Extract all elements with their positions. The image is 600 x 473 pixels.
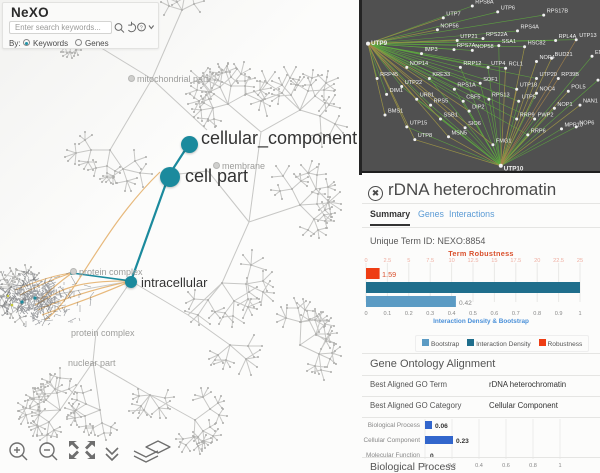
svg-text:12.5: 12.5 (468, 258, 479, 264)
svg-text:FMG1: FMG1 (496, 138, 512, 144)
svg-text:?: ? (140, 25, 143, 31)
svg-text:BUD21: BUD21 (555, 52, 573, 58)
svg-text:Biological Process: Biological Process (368, 422, 420, 429)
svg-text:0.9: 0.9 (555, 311, 563, 317)
svg-text:RPL4A: RPL4A (559, 34, 577, 40)
svg-text:NOP56: NOP56 (440, 23, 458, 29)
svg-text:SIO6: SIO6 (468, 121, 481, 127)
svg-text:15: 15 (491, 258, 497, 264)
svg-text:RPS13: RPS13 (492, 93, 510, 99)
svg-text:UTP4: UTP4 (491, 61, 505, 67)
svg-text:UTP10: UTP10 (504, 165, 524, 172)
svg-text:1: 1 (578, 311, 581, 317)
svg-text:2.5: 2.5 (384, 258, 392, 264)
svg-text:0.5: 0.5 (469, 311, 477, 317)
svg-text:0.4: 0.4 (448, 311, 456, 317)
svg-text:0.6: 0.6 (491, 311, 499, 317)
svg-text:RPS22A: RPS22A (486, 32, 508, 38)
svg-text:20: 20 (534, 258, 540, 264)
svg-text:UTP21: UTP21 (460, 34, 477, 40)
svg-text:0.2: 0.2 (405, 311, 413, 317)
svg-text:RPS5: RPS5 (434, 99, 449, 105)
svg-text:7.5: 7.5 (426, 258, 434, 264)
svg-text:0.7: 0.7 (512, 311, 520, 317)
svg-text:1.59: 1.59 (382, 270, 396, 279)
svg-text:POL5: POL5 (571, 85, 585, 91)
svg-text:RRP12: RRP12 (463, 61, 481, 67)
svg-text:0.8: 0.8 (529, 463, 537, 469)
svg-text:PWP2: PWP2 (538, 113, 554, 119)
svg-text:UTP13: UTP13 (579, 33, 596, 39)
svg-text:0.8: 0.8 (533, 311, 541, 317)
svg-text:0.06: 0.06 (435, 423, 448, 430)
svg-text:UTP9: UTP9 (371, 40, 388, 47)
svg-text:BMS1: BMS1 (388, 109, 403, 115)
svg-text:DIP2: DIP2 (472, 105, 484, 111)
svg-text:Cellular Component: Cellular Component (364, 437, 421, 444)
svg-text:RRP6: RRP6 (531, 128, 546, 134)
svg-text:0.42: 0.42 (459, 300, 472, 307)
svg-text:SOF1: SOF1 (483, 77, 498, 83)
svg-text:UR81: UR81 (420, 93, 434, 99)
svg-text:RPS1A: RPS1A (457, 83, 476, 89)
svg-text:17.5: 17.5 (510, 258, 521, 264)
svg-text:0.4: 0.4 (475, 463, 483, 469)
svg-text:RPS7A: RPS7A (457, 43, 476, 49)
svg-text:RPS17B: RPS17B (547, 9, 569, 15)
svg-text:1: 1 (558, 463, 561, 469)
svg-text:RRP45: RRP45 (380, 72, 398, 78)
svg-text:NOP6: NOP6 (579, 120, 594, 126)
svg-text:RRP9: RRP9 (520, 113, 535, 119)
svg-text:NOP4: NOP4 (540, 55, 555, 61)
svg-text:ENP1: ENP1 (595, 50, 600, 56)
svg-text:NAN1: NAN1 (583, 99, 598, 105)
svg-text:CBF5: CBF5 (466, 95, 480, 101)
svg-text:RP39B: RP39B (561, 72, 579, 78)
svg-text:RCL1: RCL1 (509, 62, 523, 68)
svg-text:MSN5: MSN5 (452, 130, 468, 136)
svg-text:5: 5 (407, 258, 410, 264)
svg-text:UTP15: UTP15 (410, 120, 427, 126)
svg-text:0: 0 (364, 311, 367, 317)
svg-text:NOP58: NOP58 (475, 44, 493, 50)
svg-text:0.3: 0.3 (426, 311, 434, 317)
svg-text:UTP5: UTP5 (522, 95, 536, 101)
svg-text:NOP14: NOP14 (410, 61, 428, 67)
svg-text:UTP18: UTP18 (520, 83, 537, 89)
svg-text:UTP6: UTP6 (501, 5, 515, 11)
svg-text:NOP1: NOP1 (557, 102, 572, 108)
svg-text:UTP20: UTP20 (540, 72, 557, 78)
svg-text:0.23: 0.23 (456, 438, 469, 445)
svg-text:KRE33: KRE33 (432, 72, 450, 78)
svg-text:DIM1: DIM1 (390, 88, 403, 94)
svg-text:UTP7: UTP7 (446, 11, 460, 17)
svg-text:SSA1: SSA1 (502, 39, 516, 45)
svg-text:UTP22: UTP22 (405, 80, 422, 86)
svg-text:RPS4A: RPS4A (521, 24, 540, 30)
svg-text:UTP8: UTP8 (418, 133, 432, 139)
svg-text:22.5: 22.5 (553, 258, 564, 264)
svg-text:NOC4: NOC4 (540, 87, 556, 93)
svg-text:0: 0 (364, 258, 367, 264)
svg-text:0.1: 0.1 (384, 311, 392, 317)
svg-text:RPS8A: RPS8A (475, 0, 494, 6)
svg-text:IMP3: IMP3 (425, 47, 438, 53)
svg-text:0.6: 0.6 (502, 463, 510, 469)
svg-text:HSC82: HSC82 (528, 40, 546, 46)
svg-text:10: 10 (448, 258, 454, 264)
svg-text:25: 25 (577, 258, 583, 264)
svg-text:SSB1: SSB1 (444, 113, 458, 119)
svg-text:Interaction Density & Bootstra: Interaction Density & Bootstrap (433, 318, 529, 325)
